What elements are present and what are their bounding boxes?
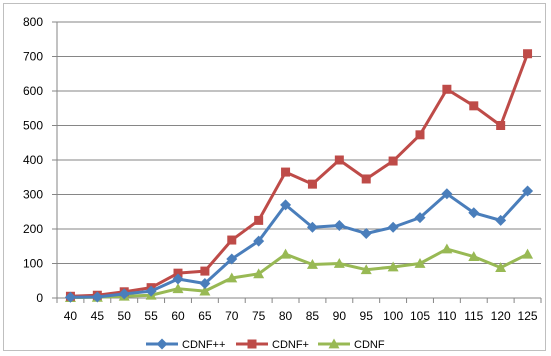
data-point-cdnfp (469, 101, 479, 111)
x-tick-label: 105 (410, 309, 430, 323)
x-tick-label: 45 (91, 309, 105, 323)
data-point-cdnfp (388, 156, 398, 166)
data-point-cdnf (468, 251, 480, 261)
legend-label: CDNF+ (272, 339, 309, 351)
data-point-cdnf (414, 258, 426, 268)
data-point-cdnfpp (360, 227, 372, 239)
data-point-cdnf (280, 248, 292, 259)
data-point-cdnfp (227, 235, 237, 245)
data-point-cdnfpp (306, 221, 318, 233)
y-tick-label: 600 (23, 84, 43, 98)
legend-marker (156, 338, 168, 350)
series-line-cdnfpp (70, 190, 529, 299)
data-point-cdnfp (415, 130, 425, 140)
data-point-cdnfpp (522, 185, 534, 197)
x-tick-label: 120 (491, 309, 511, 323)
grid-lines (57, 21, 541, 264)
data-point-cdnf (360, 264, 372, 275)
x-tick-label: 125 (518, 309, 538, 323)
y-tick-label: 700 (23, 50, 43, 64)
y-axis-tick-labels: 0 100 200 300 400 500 600 700 800 (23, 15, 43, 305)
data-point-cdnf (199, 285, 211, 296)
data-point-cdnfpp (145, 285, 157, 297)
data-point-cdnfpp (64, 291, 76, 303)
x-tick-label: 75 (252, 309, 266, 323)
legend: CDNF++ CDNF+ CDNF (146, 338, 385, 351)
legend-label: CDNF++ (182, 339, 225, 351)
data-point-cdnfp (173, 268, 183, 278)
legend-label: CDNF (354, 339, 385, 351)
data-point-cdnfpp (441, 188, 453, 200)
data-point-cdnfp (254, 215, 264, 225)
data-point-cdnfpp (387, 221, 399, 233)
data-point-cdnfpp (91, 291, 103, 303)
x-tick-label: 50 (118, 309, 132, 323)
data-point-cdnf (226, 272, 238, 283)
x-axis-tick-labels: 40 45 50 55 60 65 70 75 80 85 90 95 100 105 110 115 120 1… (64, 309, 538, 323)
y-tick-label: 400 (23, 153, 43, 167)
y-tick-label: 300 (23, 188, 43, 202)
series-group (64, 49, 534, 303)
legend-item-cdnfp: CDNF+ (236, 339, 309, 351)
legend-item-cdnfpp: CDNF++ (146, 338, 225, 351)
data-point-cdnfpp (253, 235, 265, 247)
data-point-cdnfpp (414, 212, 426, 224)
data-point-cdnfpp (333, 220, 345, 232)
y-tick-label: 500 (23, 119, 43, 133)
x-tick-label: 100 (383, 309, 403, 323)
data-point-cdnf (495, 262, 507, 273)
legend-marker (247, 339, 257, 349)
x-tick-label: 55 (144, 309, 158, 323)
x-tick-label: 90 (333, 309, 347, 323)
data-point-cdnfpp (468, 207, 480, 219)
data-point-cdnfp (281, 167, 291, 177)
data-point-cdnf (441, 243, 453, 254)
data-point-cdnfpp (280, 199, 292, 211)
data-point-cdnfpp (226, 253, 238, 265)
data-point-cdnf (172, 283, 184, 294)
data-point-cdnfp (496, 121, 506, 130)
data-point-cdnfp (334, 155, 344, 165)
data-point-cdnfpp (495, 214, 507, 226)
y-tick-label: 100 (23, 257, 43, 271)
x-tick-label: 40 (64, 309, 78, 323)
data-point-cdnfp (307, 179, 317, 189)
data-point-cdnfp (200, 266, 210, 276)
x-tick-label: 80 (279, 309, 293, 323)
x-tick-label: 65 (198, 309, 212, 323)
data-point-cdnfpp (199, 278, 211, 290)
y-tick-label: 0 (36, 291, 43, 305)
data-point-cdnf (387, 261, 399, 272)
data-point-cdnf (306, 259, 318, 269)
x-tick-label: 95 (360, 309, 374, 323)
x-tick-label: 70 (225, 309, 239, 323)
y-tick-label: 200 (23, 222, 43, 236)
x-tick-label: 110 (437, 309, 456, 323)
legend-item-cdnf: CDNF (318, 338, 385, 351)
data-point-cdnfp (442, 84, 452, 94)
data-point-cdnfp (361, 174, 371, 184)
y-tick-label: 800 (23, 15, 43, 29)
data-point-cdnfpp (172, 273, 184, 285)
data-point-cdnf (253, 268, 265, 279)
axes (52, 21, 542, 303)
data-point-cdnfpp (118, 288, 130, 300)
x-tick-label: 115 (464, 309, 483, 323)
legend-marker (328, 338, 340, 349)
data-point-cdnf (522, 248, 534, 259)
x-tick-label: 60 (171, 309, 185, 323)
series-line-cdnf (70, 247, 529, 300)
data-point-cdnf (333, 258, 345, 268)
x-tick-label: 85 (306, 309, 320, 323)
data-point-cdnfp (523, 49, 533, 59)
series-cdnfpp (64, 185, 534, 303)
